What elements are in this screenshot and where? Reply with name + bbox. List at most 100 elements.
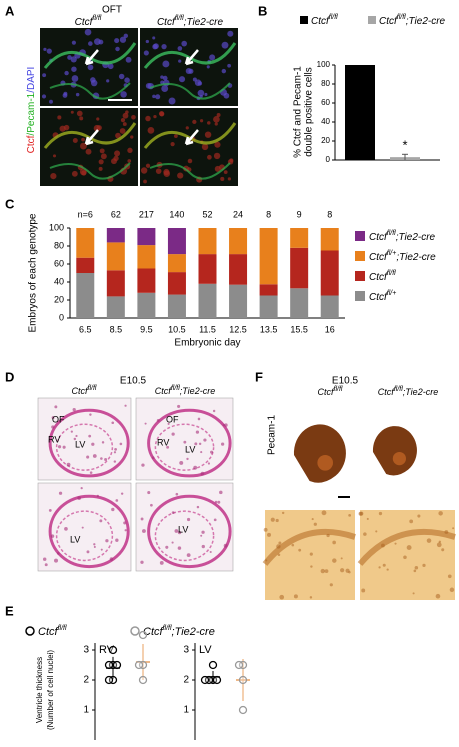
text-part: fl/fl — [387, 270, 396, 277]
nucleus — [214, 165, 221, 172]
cell — [224, 423, 228, 427]
nucleus — [75, 92, 80, 97]
cell — [200, 534, 203, 537]
stain-label: Ctcf/Pecam-1/DAPI — [26, 67, 37, 154]
nucleus — [227, 63, 231, 68]
embryo — [372, 426, 417, 476]
x-tick-label: 9.5 — [140, 324, 153, 334]
vessel-dot — [449, 587, 455, 593]
region-label: RV — [48, 434, 60, 444]
cell — [124, 404, 127, 407]
nucleus — [207, 154, 212, 160]
nucleus — [122, 112, 129, 119]
cell — [214, 500, 218, 504]
arrow — [84, 129, 99, 146]
vessel-dot — [406, 545, 412, 550]
cell — [177, 546, 182, 550]
vessel-signal — [49, 162, 131, 180]
text-part: Ctcf — [155, 386, 173, 396]
tissue-outline — [48, 494, 130, 569]
text-part: ;Tie2-cre — [180, 386, 215, 396]
text-part: fl/fl — [92, 15, 101, 22]
data-point — [238, 675, 248, 685]
nucleus — [46, 48, 52, 54]
text-part: ;Tie2-cre — [396, 252, 436, 263]
subplot-title: LV — [199, 644, 212, 656]
cell — [101, 441, 105, 444]
nucleus — [94, 38, 101, 45]
cell — [156, 418, 160, 422]
tissue-outline — [154, 510, 215, 562]
cell — [203, 438, 207, 442]
nucleus — [98, 166, 103, 171]
nucleus — [145, 115, 151, 122]
vessel-dot — [313, 522, 317, 526]
region-label: RV — [157, 437, 169, 447]
bar-segment — [167, 254, 186, 273]
cell — [147, 491, 151, 495]
data-point — [108, 645, 118, 655]
count-label: 62 — [111, 209, 121, 219]
panel-label: C — [5, 196, 15, 211]
cell — [150, 503, 153, 507]
nucleus — [170, 142, 175, 147]
cell — [99, 519, 103, 523]
vessel-signal — [49, 82, 131, 100]
vessel-dot — [359, 511, 364, 516]
vessel-dot — [348, 513, 351, 517]
legend-swatch — [355, 251, 365, 261]
significance-mark: * — [402, 138, 407, 153]
column-header: Ctcffl/fl;Tie2-cre — [378, 386, 438, 398]
cell — [119, 442, 123, 446]
nucleus — [155, 94, 161, 100]
region-label: LV — [178, 524, 188, 534]
y-axis-label: (Number of cell nuclei) — [46, 650, 55, 730]
cell — [123, 521, 127, 525]
cell — [105, 539, 109, 543]
text-part: fl/fl — [334, 386, 343, 393]
nucleus — [158, 110, 165, 117]
legend-marker — [130, 626, 140, 636]
text-part: fl/fl — [394, 386, 403, 393]
cell — [44, 563, 48, 567]
cell — [171, 432, 175, 436]
vessel-dot — [422, 563, 426, 568]
nucleus — [177, 46, 183, 51]
cell — [58, 491, 63, 495]
vessel-dot — [279, 594, 285, 600]
text-part: Ctcf — [379, 16, 398, 27]
vessel-dot — [438, 511, 443, 516]
nucleus — [115, 46, 120, 52]
cell — [64, 526, 68, 531]
nucleus — [119, 128, 126, 134]
vessel-dot — [324, 569, 329, 574]
y-tick-label: 60 — [54, 258, 64, 268]
cell — [93, 545, 96, 548]
nucleus — [119, 36, 127, 43]
nucleus — [118, 73, 125, 80]
bar-segment — [320, 250, 339, 296]
cell — [142, 529, 146, 533]
region-label: LV — [185, 444, 195, 454]
vessel-dot — [436, 542, 442, 548]
count-label: 8 — [266, 209, 271, 219]
nucleus — [42, 73, 47, 78]
nucleus — [160, 75, 164, 79]
cell — [72, 407, 76, 412]
text-part: Ctcf — [143, 626, 164, 638]
nucleus — [72, 137, 78, 143]
nucleus — [120, 91, 127, 98]
nucleus — [178, 76, 186, 83]
bar-segment — [198, 254, 217, 284]
x-tick-label: 11.5 — [199, 324, 216, 334]
text-part: fl/+ — [387, 250, 397, 257]
whole-mount-image — [360, 510, 455, 600]
x-tick-label: 16 — [325, 324, 335, 334]
nucleus — [57, 115, 62, 120]
nucleus — [127, 147, 133, 154]
nucleus — [79, 116, 84, 121]
bar-segment — [229, 284, 248, 318]
nucleus — [107, 63, 114, 70]
legend-marker — [25, 626, 35, 636]
